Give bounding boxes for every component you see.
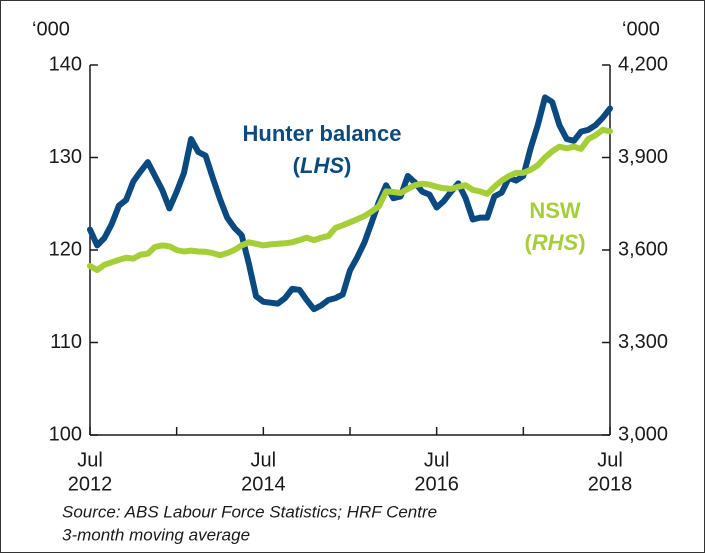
y-tick-label: 140	[49, 53, 82, 75]
y2-tick-label: 3,000	[618, 423, 668, 445]
y2-tick-label: 4,200	[618, 53, 668, 75]
series-line	[87, 94, 613, 313]
annotation-part: )	[578, 230, 585, 255]
series-line	[87, 126, 613, 273]
note: Source: ABS Labour Force Statistics; HRF…	[62, 502, 437, 521]
x-tick-label: Jul	[597, 449, 623, 471]
x-tick-label: 2012	[68, 473, 113, 495]
x-tick-label: 2016	[414, 473, 459, 495]
x-tick-label: 2018	[588, 473, 633, 495]
annotation: (LHS)	[293, 153, 352, 178]
annotation-part: NSW	[529, 198, 581, 223]
y-tick-label: 130	[49, 146, 82, 168]
y2-unit-label: ‘000	[622, 18, 660, 40]
y-unit-label: ‘000	[32, 18, 70, 40]
x-tick-label: Jul	[424, 449, 450, 471]
note: 3-month moving average	[62, 525, 250, 544]
x-tick-label: Jul	[77, 449, 103, 471]
annotation-part: LHS	[300, 153, 344, 178]
y2-tick-label: 3,600	[618, 238, 668, 260]
annotation-part: (	[293, 153, 301, 178]
annotation-part: RHS	[532, 230, 579, 255]
annotation: (RHS)	[524, 230, 585, 255]
annotation-part: Hunter balance	[243, 121, 402, 146]
annotation-part: )	[344, 153, 351, 178]
annotation: Hunter balance	[243, 121, 402, 146]
y-tick-label: 120	[49, 238, 82, 260]
x-tick-label: Jul	[251, 449, 277, 471]
y2-tick-label: 3,300	[618, 331, 668, 353]
y-tick-label: 100	[49, 423, 82, 445]
annotation-part: (	[524, 230, 532, 255]
y2-tick-label: 3,900	[618, 146, 668, 168]
y-tick-label: 110	[50, 331, 82, 353]
annotation: NSW	[529, 198, 581, 223]
x-tick-label: 2014	[241, 473, 286, 495]
